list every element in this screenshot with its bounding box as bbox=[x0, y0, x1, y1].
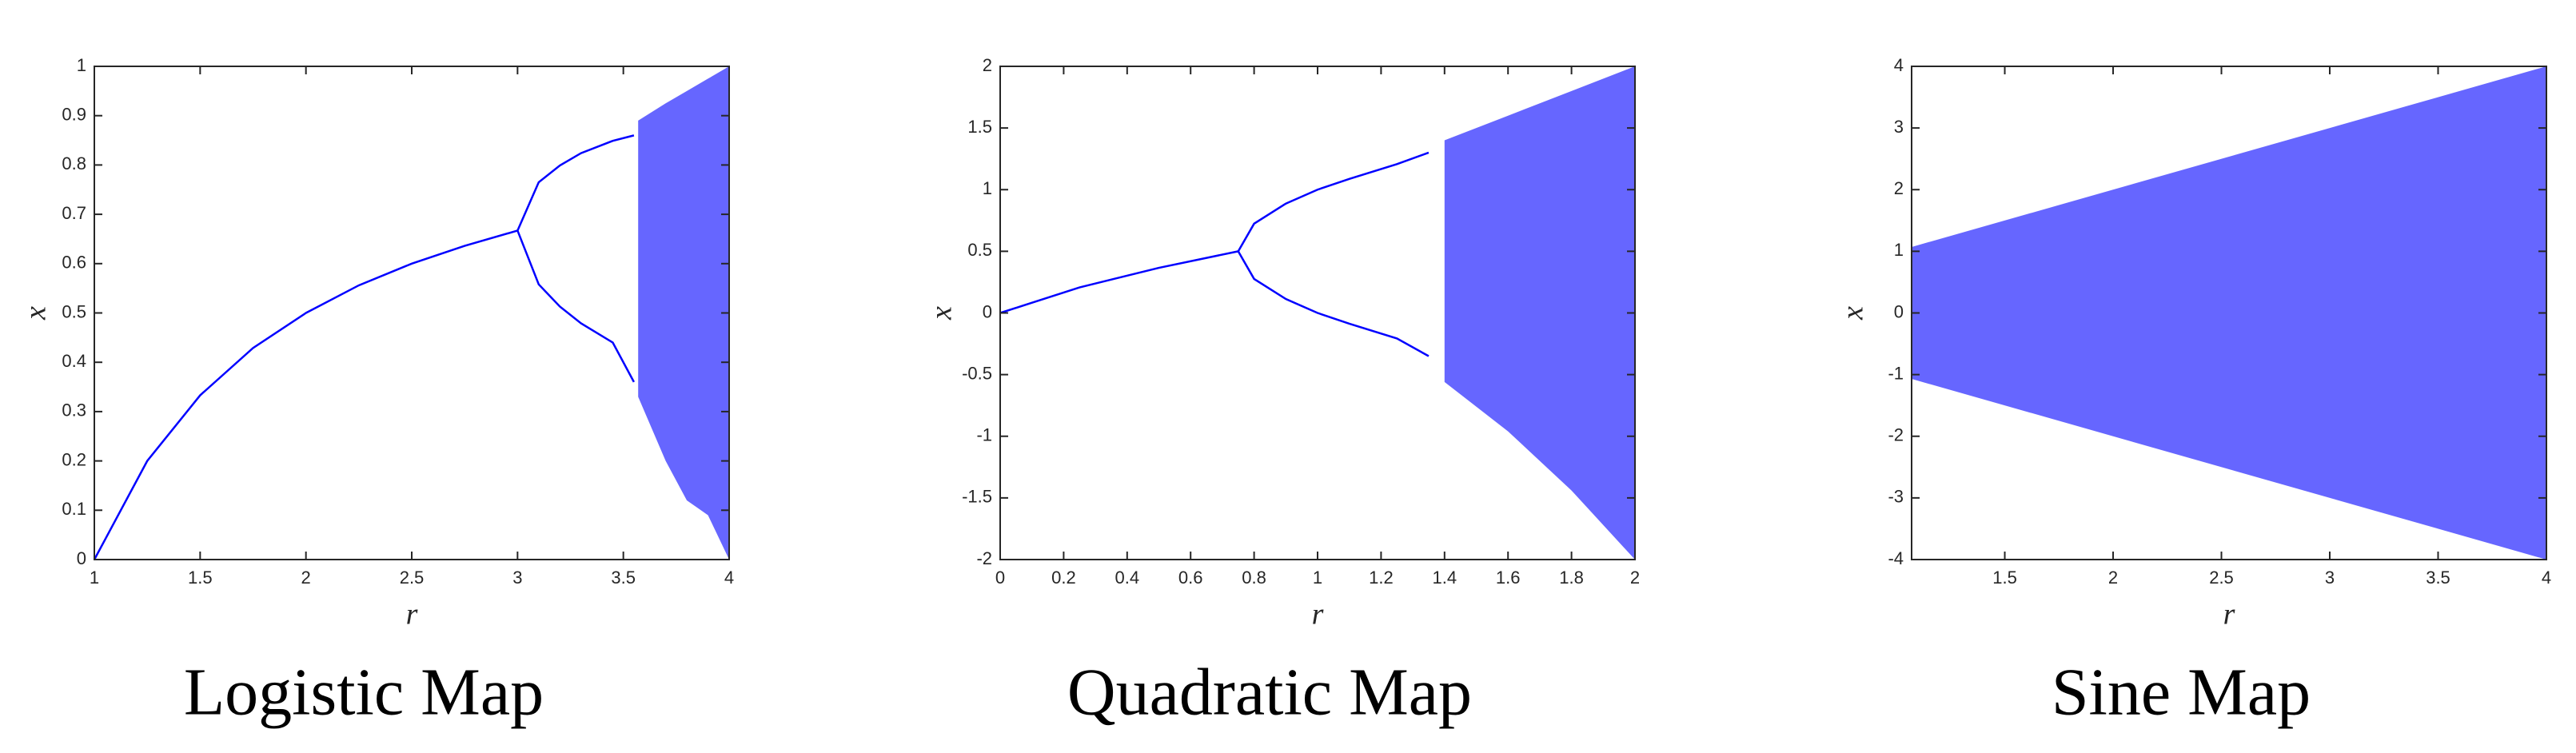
y-tick-label: 0.3 bbox=[62, 400, 86, 420]
x-tick-label: 3 bbox=[512, 568, 522, 588]
x-tick-label: 3.5 bbox=[2426, 568, 2450, 588]
y-tick-label: 0.7 bbox=[62, 203, 86, 223]
x-tick-label: 1 bbox=[1313, 568, 1322, 588]
y-tick-label: 1 bbox=[1894, 240, 1904, 260]
y-tick-label: -2 bbox=[976, 548, 992, 568]
chart-caption: Sine Map bbox=[2052, 655, 2311, 729]
branch-line bbox=[1237, 250, 1430, 357]
x-axis-title: r bbox=[2223, 598, 2235, 631]
x-tick-label: 1.6 bbox=[1496, 568, 1521, 588]
x-tick-label: 0.8 bbox=[1242, 568, 1266, 588]
x-tick-label: 4 bbox=[2542, 568, 2551, 588]
y-tick-label: 2 bbox=[1894, 178, 1904, 198]
x-tick-label: 1.5 bbox=[188, 568, 213, 588]
y-tick-label: 0.9 bbox=[62, 105, 86, 125]
x-tick-label: 0 bbox=[995, 568, 1005, 588]
branch-line bbox=[516, 134, 635, 231]
y-tick-label: 1.5 bbox=[967, 117, 992, 137]
chaotic-band bbox=[1912, 66, 2546, 560]
y-axis-title: x bbox=[925, 306, 959, 321]
branch-line bbox=[93, 229, 518, 560]
chart-caption: Logistic Map bbox=[184, 655, 544, 729]
y-tick-label: 0.5 bbox=[967, 240, 992, 260]
x-tick-label: 2 bbox=[301, 568, 311, 588]
x-tick-label: 2 bbox=[2108, 568, 2118, 588]
x-tick-label: 0.2 bbox=[1051, 568, 1076, 588]
y-tick-label: -2 bbox=[1888, 425, 1904, 445]
y-tick-label: 0.5 bbox=[62, 301, 86, 321]
x-tick-label: 2.5 bbox=[2209, 568, 2234, 588]
y-tick-label: 0.8 bbox=[62, 153, 86, 173]
y-axis-title: x bbox=[19, 306, 53, 321]
y-tick-label: -4 bbox=[1888, 548, 1904, 568]
chart-caption: Quadratic Map bbox=[1067, 655, 1472, 729]
y-tick-label: 0.1 bbox=[62, 499, 86, 519]
x-tick-label: 1 bbox=[90, 568, 99, 588]
x-axis-title: r bbox=[406, 598, 418, 631]
y-tick-label: -1 bbox=[976, 425, 992, 445]
x-tick-label: 2 bbox=[1630, 568, 1640, 588]
x-tick-label: 0.6 bbox=[1178, 568, 1203, 588]
x-tick-label: 0.4 bbox=[1115, 568, 1140, 588]
y-tick-label: 0 bbox=[77, 548, 86, 568]
y-tick-label: 0 bbox=[983, 301, 992, 321]
x-tick-label: 4 bbox=[724, 568, 734, 588]
y-tick-label: -1 bbox=[1888, 363, 1904, 383]
y-tick-label: 1 bbox=[77, 55, 86, 75]
chaotic-band bbox=[1444, 66, 1635, 560]
x-tick-label: 1.4 bbox=[1433, 568, 1457, 588]
y-tick-label: 0.4 bbox=[62, 351, 86, 371]
plot-area bbox=[94, 66, 729, 560]
y-tick-label: 0.6 bbox=[62, 253, 86, 273]
y-tick-label: 2 bbox=[983, 55, 992, 75]
branch-line bbox=[1237, 151, 1430, 252]
y-tick-label: 1 bbox=[983, 178, 992, 198]
y-tick-label: -3 bbox=[1888, 487, 1904, 507]
y-tick-label: 0 bbox=[1894, 301, 1904, 321]
y-tick-label: 3 bbox=[1894, 117, 1904, 137]
x-tick-label: 3 bbox=[2325, 568, 2335, 588]
x-tick-label: 1.5 bbox=[1992, 568, 2017, 588]
y-tick-label: 0.2 bbox=[62, 449, 86, 469]
chaotic-band bbox=[638, 66, 729, 560]
x-tick-label: 1.2 bbox=[1369, 568, 1394, 588]
x-tick-label: 3.5 bbox=[611, 568, 636, 588]
y-axis-title: x bbox=[1836, 306, 1870, 321]
x-axis-title: r bbox=[1312, 598, 1324, 631]
y-tick-label: 4 bbox=[1894, 55, 1904, 75]
x-tick-label: 1.8 bbox=[1559, 568, 1584, 588]
y-tick-label: -1.5 bbox=[962, 487, 992, 507]
y-tick-label: -0.5 bbox=[962, 363, 992, 383]
branch-line bbox=[516, 230, 636, 383]
branch-line bbox=[999, 250, 1239, 314]
x-tick-label: 2.5 bbox=[400, 568, 425, 588]
